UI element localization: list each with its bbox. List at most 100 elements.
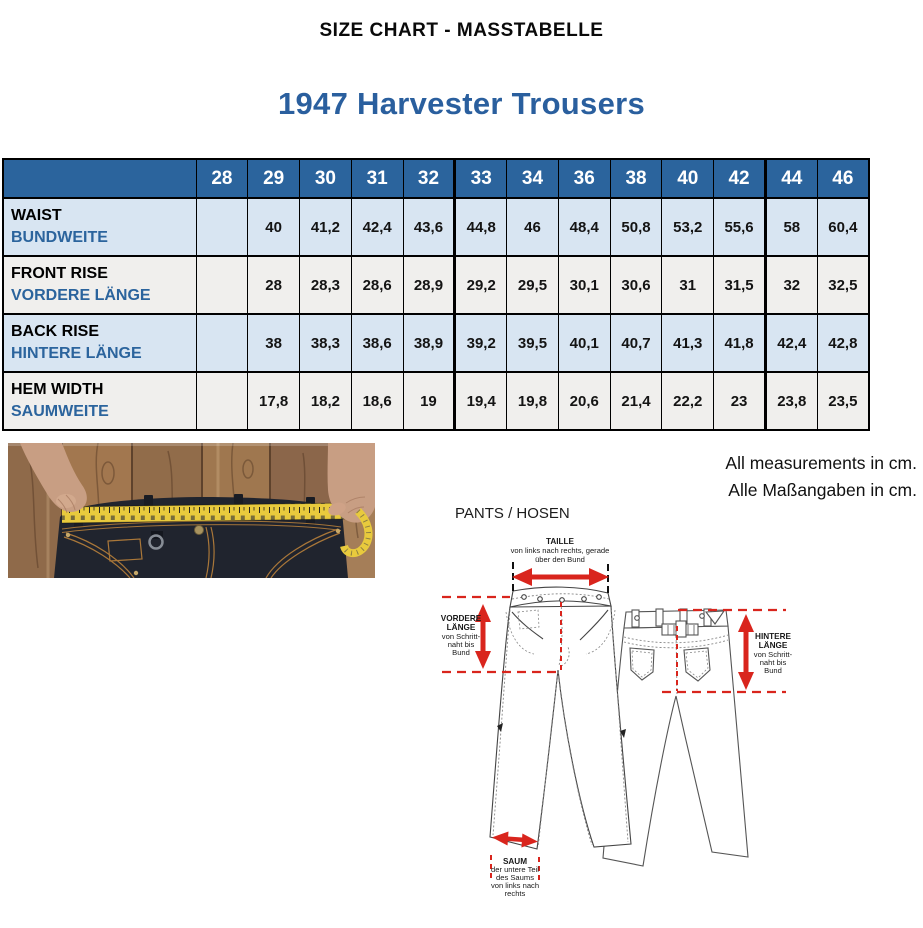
size-column-header-33: 33 [453, 158, 508, 199]
hintere-desc-1: von Schritt- [754, 650, 793, 659]
pants-front-view [489, 586, 632, 850]
left-hand [20, 443, 87, 514]
measurement-cell: 41,3 [661, 313, 715, 373]
measurement-cell: 23,8 [763, 371, 818, 431]
measurement-cell: 58 [763, 197, 818, 257]
measurement-cell: 28 [247, 255, 301, 315]
row-label: BACK RISE HINTERE LÄNGE [2, 313, 197, 373]
row-label-en: WAIST [11, 206, 62, 224]
hintere-arrow [738, 614, 754, 690]
measurement-cell: 40 [247, 197, 301, 257]
measurement-cell: 42,4 [763, 313, 818, 373]
measurement-cell: 42,8 [816, 313, 870, 373]
measurement-cell: 28,6 [350, 255, 404, 315]
measurement-cell: 39,5 [506, 313, 559, 373]
annotation-labels: TAILLE von links nach rechts, gerade übe… [441, 537, 793, 898]
row-label-de: SAUMWEITE [11, 403, 109, 420]
vordere-desc-1: von Schritt- [442, 632, 481, 641]
size-column-header-29: 29 [247, 158, 301, 199]
row-label-de: HINTERE LÄNGE [11, 345, 142, 362]
measurement-cell [195, 371, 249, 431]
measurement-cell: 38,6 [350, 313, 404, 373]
diagram-section-label: PANTS / HOSEN [455, 505, 570, 522]
size-column-header-28: 28 [195, 158, 249, 199]
taille-label: TAILLE [546, 537, 575, 546]
hintere-label-1: HINTERE [755, 632, 791, 641]
pants-measurement-diagram: PANTS / HOSEN [440, 500, 923, 923]
measurement-cell: 32,5 [816, 255, 870, 315]
taille-desc-1: von links nach rechts, gerade [511, 546, 610, 555]
table-row: FRONT RISE VORDERE LÄNGE 28 28,3 28,6 28,9 29,… [2, 255, 870, 315]
jeans-details [63, 525, 341, 579]
hintere-desc-2: naht bis [760, 658, 787, 667]
size-column-header-46: 46 [816, 158, 870, 199]
table-row: BACK RISE HINTERE LÄNGE 38 38,3 38,6 38,9 39,2… [2, 313, 870, 373]
measurement-cell: 48,4 [557, 197, 611, 257]
jeans-measurement-photo [8, 442, 375, 579]
measuring-tape [61, 502, 347, 524]
vordere-label-1: VORDERE [441, 614, 482, 623]
measurement-cell: 31,5 [713, 255, 766, 315]
saum-desc-2: des Saums [496, 873, 534, 882]
measurement-notes: All measurements in cm. Alle Maßangaben … [617, 450, 917, 504]
measurement-cell: 30,6 [609, 255, 663, 315]
measurement-cell [195, 197, 249, 257]
measurement-cell: 30,1 [557, 255, 611, 315]
measurement-cell: 29,2 [453, 255, 508, 315]
measurement-cell: 28,9 [402, 255, 456, 315]
size-column-header-36: 36 [557, 158, 611, 199]
note-de: Alle Maßangaben in cm. [728, 480, 917, 500]
measurement-cell: 23,5 [816, 371, 870, 431]
measurement-cell: 55,6 [713, 197, 766, 257]
size-column-header-34: 34 [506, 158, 559, 199]
measurement-cell: 44,8 [453, 197, 508, 257]
size-column-header-32: 32 [402, 158, 456, 199]
vordere-desc-3: Bund [452, 648, 470, 657]
row-label-de: BUNDWEITE [11, 229, 108, 246]
taille-arrow [512, 568, 609, 586]
vordere-desc-2: naht bis [448, 640, 475, 649]
corner-cell [2, 158, 197, 199]
hintere-label-2: LÄNGE [759, 640, 788, 650]
saum-desc-1: der untere Teil [491, 865, 539, 874]
measurement-cell: 19 [402, 371, 456, 431]
size-chart-table: 28 29 30 31 32 33 34 36 38 40 42 44 46 WAIST BUNDWEIT… [2, 158, 870, 431]
vordere-arrow [475, 604, 491, 669]
size-header-row: 28 29 30 31 32 33 34 36 38 40 42 44 46 [2, 158, 870, 199]
pants-back-view [602, 608, 749, 867]
hintere-desc-3: Bund [764, 666, 782, 675]
saum-desc-4: rechts [505, 889, 526, 898]
measurement-cell: 32 [763, 255, 818, 315]
measurement-cell: 19,4 [453, 371, 508, 431]
measurement-cell [195, 255, 249, 315]
row-label-en: HEM WIDTH [11, 380, 104, 398]
measurement-cell: 60,4 [816, 197, 870, 257]
measurement-cell: 19,8 [506, 371, 559, 431]
taille-desc-2: über den Bund [535, 555, 585, 564]
pants-diagram-svg: PANTS / HOSEN [441, 505, 793, 898]
row-label: FRONT RISE VORDERE LÄNGE [2, 255, 197, 315]
page-title: SIZE CHART - MASSTABELLE [319, 20, 604, 41]
measurement-cell: 43,6 [402, 197, 456, 257]
measurement-cell: 42,4 [350, 197, 404, 257]
size-column-header-40: 40 [661, 158, 715, 199]
measurement-cell: 29,5 [506, 255, 559, 315]
measurement-cell: 38,3 [299, 313, 352, 373]
row-label-en: BACK RISE [11, 322, 100, 340]
measurement-cell: 40,1 [557, 313, 611, 373]
product-title: 1947 Harvester Trousers [277, 86, 646, 121]
saum-desc-3: von links nach [491, 881, 539, 890]
measurement-cell: 22,2 [661, 371, 715, 431]
measurement-cell: 41,2 [299, 197, 352, 257]
table-row: WAIST BUNDWEITE 40 41,2 42,4 43,6 44,8 46 48,4 50… [2, 197, 870, 257]
size-column-header-31: 31 [350, 158, 404, 199]
table-row: HEM WIDTH SAUMWEITE 17,8 18,2 18,6 19 19,4 19,8… [2, 371, 870, 431]
size-column-header-30: 30 [299, 158, 352, 199]
note-en: All measurements in cm. [725, 453, 917, 473]
measurement-cell: 38,9 [402, 313, 456, 373]
measurement-cell: 20,6 [557, 371, 611, 431]
measurement-cell: 17,8 [247, 371, 301, 431]
saum-arrow [492, 831, 538, 848]
measurement-cell: 21,4 [609, 371, 663, 431]
measurement-cell: 38 [247, 313, 301, 373]
